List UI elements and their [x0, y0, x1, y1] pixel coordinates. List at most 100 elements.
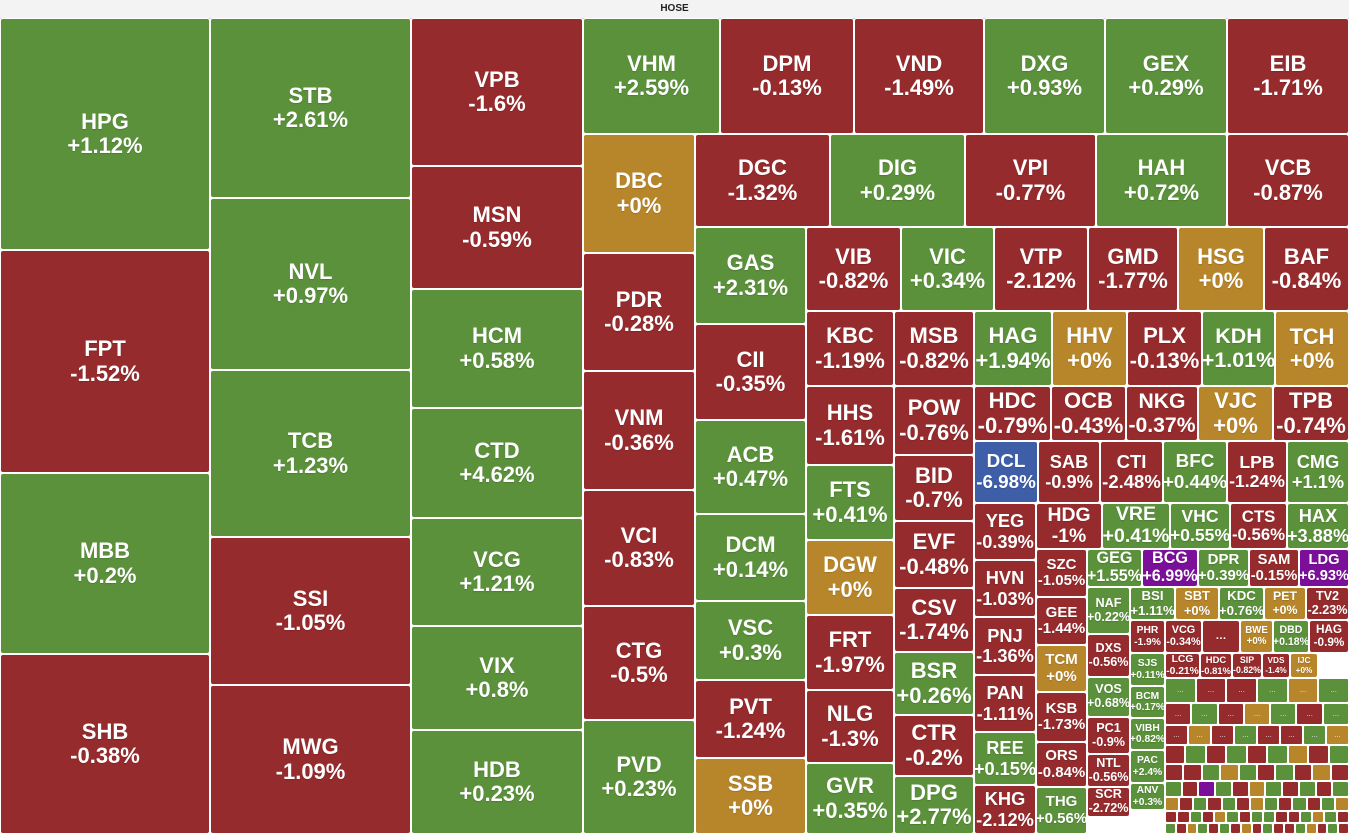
- small-stock-tile[interactable]: …: [1234, 725, 1257, 745]
- small-stock-tile[interactable]: …: [1270, 703, 1297, 725]
- stock-tile-hdb[interactable]: HDB +0.23%: [411, 730, 583, 834]
- stock-tile-phr[interactable]: PHR -1.9%: [1130, 620, 1165, 653]
- small-stock-tile[interactable]: [1324, 811, 1337, 823]
- small-stock-tile[interactable]: [1251, 823, 1263, 834]
- stock-tile-naf[interactable]: NAF +0.22%: [1087, 587, 1130, 634]
- stock-tile-hsg[interactable]: HSG +0%: [1178, 227, 1264, 311]
- stock-tile-dcm[interactable]: DCM +0.14%: [695, 514, 806, 601]
- stock-tile-pvt[interactable]: PVT -1.24%: [695, 680, 806, 758]
- stock-tile-pdr[interactable]: PDR -0.28%: [583, 253, 695, 371]
- small-stock-tile[interactable]: [1215, 781, 1232, 797]
- small-stock-tile[interactable]: [1299, 811, 1313, 823]
- stock-tile-ctg[interactable]: CTG -0.5%: [583, 606, 695, 720]
- stock-tile-vjc[interactable]: VJC +0%: [1198, 386, 1273, 441]
- small-stock-tile[interactable]: [1197, 823, 1209, 834]
- small-stock-tile[interactable]: [1267, 745, 1288, 764]
- stock-tile-gmd[interactable]: GMD -1.77%: [1088, 227, 1178, 311]
- small-stock-tile[interactable]: [1263, 811, 1276, 823]
- small-stock-tile[interactable]: [1275, 764, 1294, 781]
- stock-tile-lcg[interactable]: LCG -0.21%: [1165, 653, 1200, 678]
- small-stock-tile[interactable]: [1292, 797, 1307, 811]
- stock-tile-x[interactable]: …: [1202, 620, 1240, 653]
- stock-tile-bid[interactable]: BID -0.7%: [894, 455, 974, 521]
- stock-tile-cti[interactable]: CTI -2.48%: [1100, 441, 1163, 503]
- stock-tile-dcl[interactable]: DCL -6.98%: [974, 441, 1038, 503]
- small-stock-tile[interactable]: [1181, 781, 1199, 797]
- small-stock-tile[interactable]: [1165, 745, 1186, 764]
- small-stock-tile[interactable]: …: [1243, 703, 1271, 725]
- small-stock-tile[interactable]: …: [1165, 725, 1188, 745]
- stock-tile-vcg[interactable]: VCG +1.21%: [411, 518, 583, 626]
- stock-tile-nvl[interactable]: NVL +0.97%: [210, 198, 411, 370]
- small-stock-tile[interactable]: [1193, 797, 1208, 811]
- small-stock-tile[interactable]: [1334, 797, 1349, 811]
- stock-tile-tcb[interactable]: TCB +1.23%: [210, 370, 411, 537]
- stock-tile-kdh[interactable]: KDH +1.01%: [1202, 311, 1275, 386]
- stock-tile-anv[interactable]: ANV +0.3%: [1130, 783, 1165, 810]
- small-stock-tile[interactable]: [1327, 823, 1339, 834]
- small-stock-tile[interactable]: [1275, 811, 1288, 823]
- stock-tile-baf[interactable]: BAF -0.84%: [1264, 227, 1349, 311]
- small-stock-tile[interactable]: [1189, 811, 1202, 823]
- stock-tile-dpg[interactable]: DPG +2.77%: [894, 776, 974, 834]
- stock-tile-sjs[interactable]: SJS +0.11%: [1130, 653, 1165, 686]
- stock-tile-cii[interactable]: CII -0.35%: [695, 324, 806, 420]
- stock-tile-vre[interactable]: VRE +0.41%: [1102, 503, 1170, 549]
- stock-tile-sbt[interactable]: SBT +0%: [1175, 587, 1219, 620]
- small-stock-tile[interactable]: [1330, 764, 1349, 781]
- stock-tile-vibh[interactable]: VIBH +0.82%: [1130, 718, 1165, 750]
- stock-tile-pvd[interactable]: PVD +0.23%: [583, 720, 695, 834]
- stock-tile-vci[interactable]: VCI -0.83%: [583, 490, 695, 606]
- small-stock-tile[interactable]: [1336, 811, 1349, 823]
- stock-tile-ctr[interactable]: CTR -0.2%: [894, 715, 974, 776]
- small-stock-tile[interactable]: [1273, 823, 1285, 834]
- small-stock-tile[interactable]: …: [1326, 725, 1349, 745]
- stock-tile-scr[interactable]: SCR -2.72%: [1087, 787, 1130, 817]
- stock-tile-nlg[interactable]: NLG -1.3%: [806, 690, 894, 763]
- stock-tile-dig[interactable]: DIG +0.29%: [830, 134, 965, 227]
- stock-tile-cts[interactable]: CTS -0.56%: [1230, 503, 1287, 549]
- stock-tile-msb[interactable]: MSB -0.82%: [894, 311, 974, 386]
- stock-tile-ksb[interactable]: KSB -1.73%: [1036, 692, 1087, 742]
- stock-tile-bsr[interactable]: BSR +0.26%: [894, 652, 974, 715]
- stock-tile-tch[interactable]: TCH +0%: [1275, 311, 1349, 386]
- stock-tile-hdc[interactable]: HDC -0.81%: [1200, 653, 1232, 678]
- stock-tile-vic[interactable]: VIC +0.34%: [901, 227, 994, 311]
- stock-tile-dxs[interactable]: DXS -0.56%: [1087, 634, 1130, 677]
- small-stock-tile[interactable]: [1312, 811, 1325, 823]
- stock-tile-tcm[interactable]: TCM +0%: [1036, 645, 1087, 692]
- stock-tile-hdc[interactable]: HDC -0.79%: [974, 386, 1051, 441]
- small-stock-tile[interactable]: [1316, 823, 1328, 834]
- stock-tile-mbb[interactable]: MBB +0.2%: [0, 473, 210, 654]
- stock-tile-nkg[interactable]: NKG -0.37%: [1126, 386, 1198, 441]
- small-stock-tile[interactable]: …: [1226, 678, 1257, 703]
- small-stock-tile[interactable]: [1175, 823, 1187, 834]
- small-stock-tile[interactable]: …: [1318, 678, 1349, 703]
- small-stock-tile[interactable]: [1235, 797, 1250, 811]
- stock-tile-yeg[interactable]: YEG -0.39%: [974, 503, 1036, 560]
- stock-tile-szc[interactable]: SZC -1.05%: [1036, 549, 1087, 597]
- stock-tile-pet[interactable]: PET +0%: [1264, 587, 1306, 620]
- small-stock-tile[interactable]: [1262, 823, 1274, 834]
- stock-tile-plx[interactable]: PLX -0.13%: [1127, 311, 1202, 386]
- stock-tile-sab[interactable]: SAB -0.9%: [1038, 441, 1100, 503]
- small-stock-tile[interactable]: [1186, 823, 1198, 834]
- stock-tile-ijc[interactable]: IJC +0%: [1290, 653, 1318, 678]
- stock-tile-gvr[interactable]: GVR +0.35%: [806, 763, 894, 834]
- stock-tile-gex[interactable]: GEX +0.29%: [1105, 18, 1227, 134]
- small-stock-tile[interactable]: [1248, 781, 1266, 797]
- small-stock-tile[interactable]: [1165, 781, 1182, 797]
- stock-tile-bwe[interactable]: BWE +0%: [1240, 620, 1273, 653]
- small-stock-tile[interactable]: [1165, 823, 1176, 834]
- small-stock-tile[interactable]: [1264, 797, 1279, 811]
- small-stock-tile[interactable]: [1165, 797, 1180, 811]
- stock-tile-vnd[interactable]: VND -1.49%: [854, 18, 984, 134]
- stock-tile-gee[interactable]: GEE -1.44%: [1036, 597, 1087, 645]
- small-stock-tile[interactable]: [1226, 745, 1247, 764]
- small-stock-tile[interactable]: …: [1257, 725, 1280, 745]
- small-stock-tile[interactable]: [1284, 823, 1295, 834]
- small-stock-tile[interactable]: [1177, 811, 1190, 823]
- stock-tile-sip[interactable]: SIP -0.82%: [1232, 653, 1262, 678]
- small-stock-tile[interactable]: [1198, 781, 1216, 797]
- small-stock-tile[interactable]: [1229, 823, 1241, 834]
